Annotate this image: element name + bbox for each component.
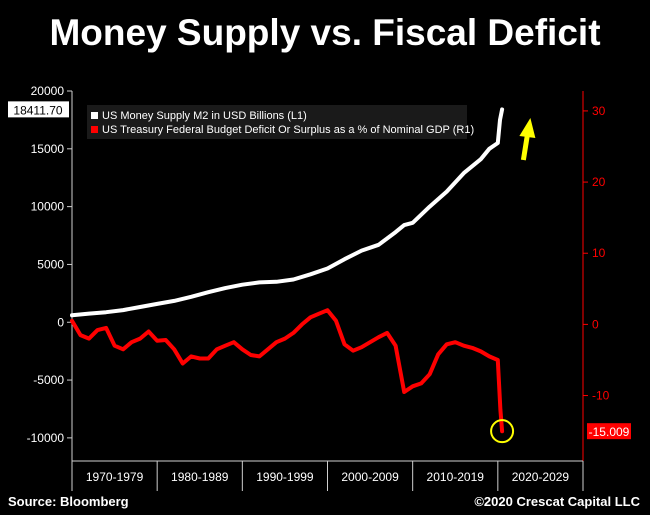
axes: 20000 15000 10000 5000 0 -5000 -10000 30 20 10 0 -1… bbox=[27, 84, 610, 491]
up-arrow-head bbox=[519, 118, 536, 138]
copyright-note: ©2020 Crescat Capital LLC bbox=[474, 494, 640, 509]
right-tick-label: 10 bbox=[592, 246, 606, 260]
left-tick-label: 10000 bbox=[31, 200, 65, 214]
deficit-series-line bbox=[70, 308, 505, 434]
series-lines bbox=[70, 107, 505, 434]
right-tick-label: -10 bbox=[592, 389, 610, 403]
m2-series-line bbox=[70, 107, 505, 318]
up-arrow-shaft bbox=[520, 134, 530, 161]
left-tick-label: -5000 bbox=[33, 373, 64, 387]
deficit-last-value-label: -15.009 bbox=[589, 425, 630, 439]
source-note: Source: Bloomberg bbox=[8, 494, 129, 509]
legend-swatch-deficit bbox=[91, 126, 98, 133]
x-tick-label: 2010-2019 bbox=[427, 470, 485, 484]
legend-label: US Money Supply M2 in USD Billions (L1) bbox=[102, 110, 307, 122]
right-tick-label: 20 bbox=[592, 175, 606, 189]
chart-title: Money Supply vs. Fiscal Deficit bbox=[49, 12, 601, 53]
deficit-last-value-tag bbox=[587, 423, 631, 440]
left-tick-label: -10000 bbox=[27, 431, 65, 445]
x-tick-label: 1980-1989 bbox=[171, 470, 229, 484]
left-tick-label: 5000 bbox=[37, 257, 64, 271]
left-tick-label: 15000 bbox=[31, 142, 65, 156]
legend-swatch-m2 bbox=[91, 112, 98, 119]
x-tick-label: 1990-1999 bbox=[256, 470, 314, 484]
legend-label: US Treasury Federal Budget Deficit Or Su… bbox=[102, 124, 474, 136]
x-tick-label: 2020-2029 bbox=[512, 470, 570, 484]
right-tick-label: 0 bbox=[592, 317, 599, 331]
left-tick-label: 20000 bbox=[31, 84, 65, 98]
left-tick-label: 0 bbox=[57, 315, 64, 329]
legend-box bbox=[87, 105, 467, 139]
m2-last-value-tag bbox=[8, 101, 69, 118]
x-tick-label: 1970-1979 bbox=[86, 470, 144, 484]
overlay: US Money Supply M2 in USD Billions (L1) U… bbox=[8, 101, 631, 444]
m2-last-value-label: 18411.70 bbox=[13, 103, 62, 117]
x-tick-label: 2000-2009 bbox=[341, 470, 399, 484]
right-tick-label: 30 bbox=[592, 104, 606, 118]
highlight-circle bbox=[490, 419, 515, 444]
